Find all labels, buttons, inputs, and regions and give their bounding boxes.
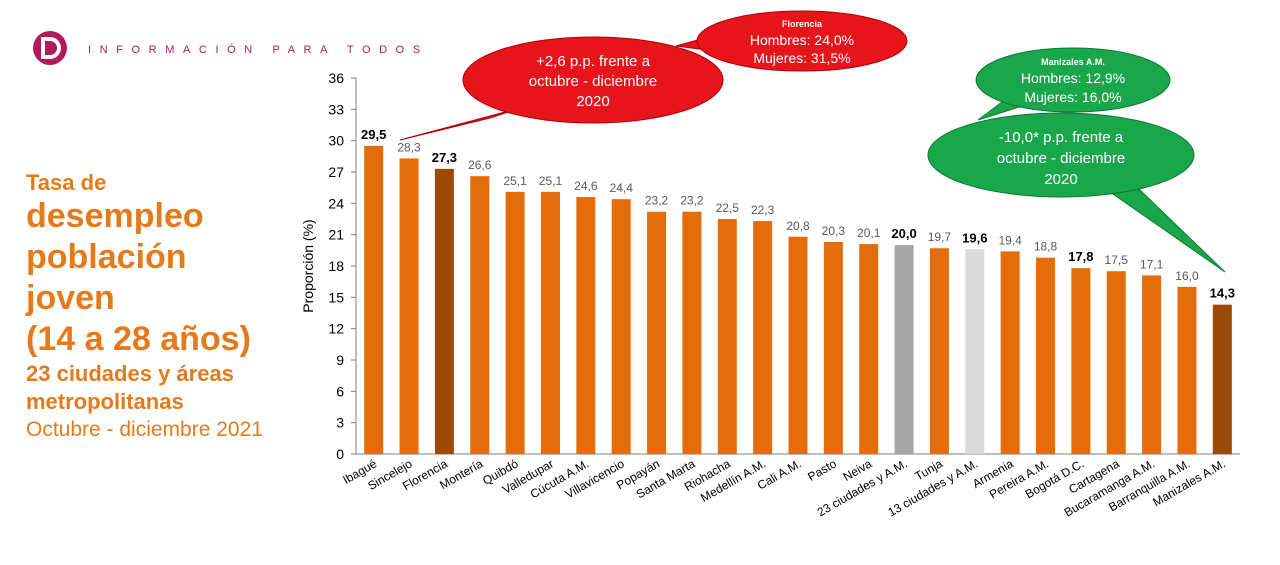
y-tick-label: 30 [328, 133, 344, 149]
bar-5 [505, 191, 525, 454]
title-line-1: Tasa de [26, 170, 107, 195]
tagline: INFORMACIÓN PARA TODOS [88, 44, 429, 56]
value-label: 20,8 [786, 219, 810, 233]
bar-2 [399, 158, 419, 454]
title-line-4: joven [26, 279, 115, 317]
y-tick-label: 21 [328, 227, 344, 243]
value-label: 24,6 [574, 179, 598, 193]
title-line-5: (14 a 28 años) [26, 320, 251, 358]
callout-florencia-change: +2,6 p.p. frente a octubre - diciembre 2… [399, 36, 724, 141]
callout-florencia-gender-line2: Mujeres: 31,5% [753, 50, 850, 66]
callout-manizales-change: -10,0* p.p. frente a octubre - diciembre… [927, 112, 1226, 273]
callout-florencia-gender-title: Florencia [782, 19, 823, 29]
title-line-7: metropolitanas [26, 389, 184, 414]
value-label: 19,4 [998, 233, 1022, 247]
value-label: 22,3 [751, 203, 775, 217]
bar-23 [1142, 275, 1162, 454]
callout-florencia-gender-line1: Hombres: 24,0% [750, 32, 854, 48]
y-tick-label: 24 [328, 195, 344, 211]
value-label: 28,3 [397, 140, 421, 154]
bar-25 [1212, 304, 1232, 454]
callout-florencia-change-line2: octubre - diciembre [529, 73, 657, 90]
y-tick-label: 6 [336, 383, 344, 399]
bar-1 [364, 145, 384, 454]
bar-21 [1071, 268, 1091, 454]
value-label: 27,3 [432, 150, 457, 165]
value-label: 22,5 [716, 201, 740, 215]
left-title-block: Tasa de desempleo población joven (14 a … [26, 170, 326, 444]
title-line-6: 23 ciudades y áreas [26, 361, 234, 386]
value-label: 20,1 [857, 226, 881, 240]
callout-florencia-gender: Florencia Hombres: 24,0% Mujeres: 31,5% [675, 10, 908, 72]
title-line-3: población [26, 238, 187, 276]
y-tick-label: 27 [328, 164, 344, 180]
value-label: 24,4 [610, 181, 634, 195]
y-tick-label: 15 [328, 289, 344, 305]
y-tick-label: 3 [336, 415, 344, 431]
callout-manizales-gender-line1: Hombres: 12,9% [1021, 70, 1125, 86]
bar-15 [859, 244, 879, 454]
bar-4 [470, 176, 490, 454]
title-line-2: desempleo [26, 197, 204, 235]
y-tick-label: 18 [328, 258, 344, 274]
bar-17 [929, 248, 949, 454]
bar-10 [682, 211, 702, 454]
value-label: 18,8 [1034, 240, 1058, 254]
bar-13 [788, 236, 808, 454]
value-label: 16,0 [1175, 269, 1199, 283]
callout-manizales-change-line3: 2020 [1044, 171, 1077, 188]
callout-florencia-change-line3: 2020 [576, 93, 609, 110]
bar-20 [1036, 257, 1056, 454]
category-label: Pasto [805, 456, 839, 484]
callout-manizales-gender: Manizales A.M. Hombres: 12,9% Mujeres: 1… [975, 47, 1171, 121]
value-label: 19,6 [962, 230, 987, 245]
dane-logo-icon [33, 31, 67, 65]
value-label: 26,6 [468, 158, 492, 172]
bar-22 [1106, 271, 1126, 454]
title-period: Octubre - diciembre 2021 [26, 418, 263, 441]
y-axis-title: Proporción (%) [300, 219, 316, 312]
value-label: 17,8 [1068, 249, 1093, 264]
y-tick-label: 9 [336, 352, 344, 368]
bar-7 [576, 197, 596, 455]
bar-9 [647, 211, 667, 454]
bar-6 [540, 191, 560, 454]
value-label: 19,7 [928, 230, 952, 244]
callout-manizales-change-line2: octubre - diciembre [997, 150, 1125, 167]
callout-manizales-change-line1: -10,0* p.p. frente a [999, 129, 1124, 146]
y-tick-label: 36 [328, 70, 344, 86]
callout-manizales-gender-line2: Mujeres: 16,0% [1024, 89, 1121, 105]
value-label: 23,2 [680, 194, 704, 208]
value-label: 17,5 [1105, 253, 1129, 267]
value-label: 20,0 [891, 226, 916, 241]
value-label: 25,1 [539, 174, 563, 188]
bar-8 [611, 199, 631, 454]
bar-19 [1000, 251, 1020, 454]
bar-18 [965, 249, 985, 454]
bar-11 [717, 219, 737, 454]
value-label: 17,1 [1140, 257, 1164, 271]
value-label: 25,1 [503, 174, 527, 188]
value-label: 14,3 [1210, 286, 1235, 301]
bar-24 [1177, 286, 1197, 454]
brand-header [32, 30, 68, 66]
callout-manizales-gender-title: Manizales A.M. [1041, 57, 1105, 67]
y-tick-label: 0 [336, 446, 344, 462]
bar-14 [823, 241, 843, 454]
y-tick-label: 33 [328, 101, 344, 117]
value-label: 23,2 [645, 194, 669, 208]
y-tick-label: 12 [328, 321, 344, 337]
bar-3 [434, 168, 454, 454]
value-label: 29,5 [361, 127, 386, 142]
callout-florencia-change-line1: +2,6 p.p. frente a [536, 53, 650, 70]
bar-16 [894, 245, 914, 454]
bar-12 [753, 221, 773, 454]
value-label: 20,3 [822, 224, 846, 238]
